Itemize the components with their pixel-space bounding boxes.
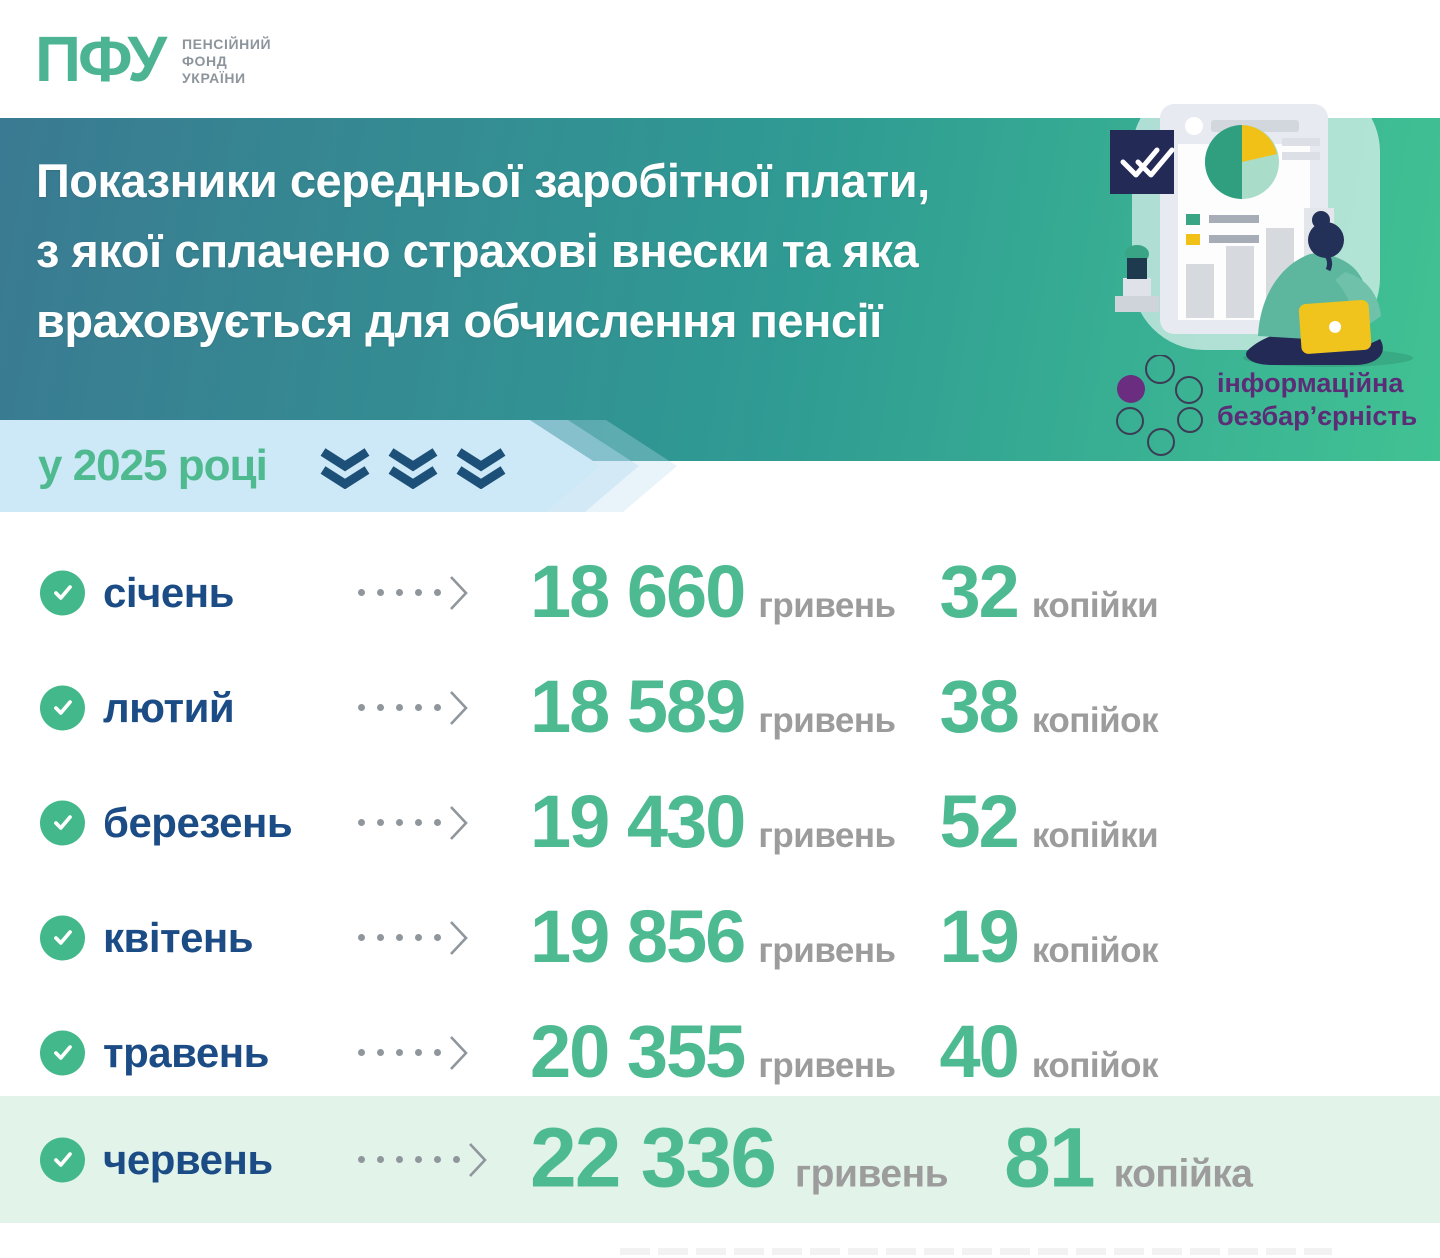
kop-unit: копійки: [1031, 585, 1159, 625]
salary-row: січень 18 660 гривень 32 копійки: [0, 535, 1440, 650]
badge-line-1: інформаційна: [1217, 368, 1404, 398]
month-label: квітень: [103, 913, 254, 961]
uah-value: 19 430: [530, 779, 746, 863]
salary-row: червень 22 336 гривень 81 копійка: [0, 1096, 1440, 1223]
dotted-arrow-icon: [358, 574, 469, 612]
kop-unit: копійка: [1113, 1152, 1253, 1196]
salary-values: 18 660 гривень 32 копійки: [530, 548, 1159, 633]
accessibility-badge: інформаційна безбар’єрність: [1105, 355, 1417, 457]
dotted-arrow-icon: [358, 804, 469, 842]
month-label: лютий: [103, 683, 235, 731]
banner-chevrons: [319, 447, 507, 489]
badge-line-2: безбар’єрність: [1217, 401, 1418, 431]
year-banner: у 2025 році: [0, 420, 700, 512]
year-banner-label: у 2025 році: [38, 441, 268, 490]
salary-row: квітень 19 856 гривень 19 копійок: [0, 880, 1440, 995]
check-circle-icon: [40, 915, 85, 960]
month-label: січень: [103, 568, 234, 616]
org-line-2: ФОНД: [182, 53, 228, 69]
check-circle-icon: [40, 800, 85, 845]
dotted-arrow-icon: [358, 689, 469, 727]
uah-unit: гривень: [758, 1045, 896, 1085]
kop-unit: копійок: [1031, 700, 1159, 740]
kop-value: 81: [1004, 1110, 1095, 1205]
salary-row: лютий 18 589 гривень 38 копійок: [0, 650, 1440, 765]
uah-value: 18 589: [530, 664, 746, 748]
uah-unit: гривень: [758, 585, 896, 625]
kop-value: 40: [939, 1009, 1020, 1093]
pfu-logo-acronym: ПФУ: [35, 23, 167, 95]
org-line-1: ПЕНСІЙНИЙ: [182, 36, 272, 52]
title-line-2: з якої сплачено страхові внески та яка: [36, 224, 919, 277]
kop-value: 52: [939, 779, 1020, 863]
check-circle-icon: [40, 1137, 85, 1182]
dotted-arrow-icon: [358, 919, 469, 957]
kop-unit: копійок: [1031, 930, 1159, 970]
page-title: Показники середньої заробітної плати, з …: [36, 146, 930, 356]
uah-unit: гривень: [758, 930, 896, 970]
salary-row: березень 19 430 гривень 52 копійки: [0, 765, 1440, 880]
uah-value: 18 660: [530, 549, 746, 633]
banner-arrow-layer-1: [0, 420, 601, 512]
dotted-arrow-icon: [358, 1141, 488, 1179]
salary-values: 18 589 гривень 38 копійок: [530, 663, 1159, 748]
org-line-3: УКРАЇНИ: [182, 70, 246, 86]
salary-values: 19 430 гривень 52 копійки: [530, 778, 1159, 863]
dotted-arrow-icon: [358, 1034, 469, 1072]
month-label: червень: [103, 1135, 273, 1183]
salary-row: травень 20 355 гривень 40 копійок: [0, 995, 1440, 1110]
pfu-logo-org-name: ПЕНСІЙНИЙ ФОНД УКРАЇНИ: [182, 36, 271, 87]
month-label: березень: [103, 798, 293, 846]
analytics-illustration: [1090, 58, 1440, 393]
title-line-3: враховується для обчислення пенсії: [36, 294, 882, 347]
title-line-1: Показники середньої заробітної плати,: [36, 154, 930, 207]
accessibility-circles-icon: [1116, 355, 1203, 456]
salary-values: 22 336 гривень 81 копійка: [530, 1109, 1253, 1206]
pfu-logo: ПФУ ПЕНСІЙНИЙ ФОНД УКРАЇНИ: [35, 23, 271, 95]
double-chevron-down-icon: [388, 448, 438, 489]
footer-dashes: [620, 1248, 1332, 1255]
uah-unit: гривень: [794, 1152, 949, 1196]
uah-unit: гривень: [758, 700, 896, 740]
kop-unit: копійок: [1031, 1045, 1159, 1085]
salary-values: 19 856 гривень 19 копійок: [530, 893, 1159, 978]
kop-value: 38: [939, 664, 1020, 748]
salary-values: 20 355 гривень 40 копійок: [530, 1008, 1159, 1093]
uah-value: 22 336: [530, 1110, 777, 1205]
uah-value: 20 355: [530, 1009, 746, 1093]
uah-value: 19 856: [530, 894, 746, 978]
kop-value: 32: [939, 549, 1020, 633]
check-circle-icon: [40, 1030, 85, 1075]
double-chevron-down-icon: [456, 448, 506, 489]
kop-value: 19: [939, 894, 1020, 978]
month-label: травень: [103, 1028, 269, 1076]
double-chevron-down-icon: [320, 448, 370, 489]
check-circle-icon: [40, 570, 85, 615]
accessibility-badge-text: інформаційна безбар’єрність: [1217, 367, 1417, 433]
uah-unit: гривень: [758, 815, 896, 855]
check-circle-icon: [40, 685, 85, 730]
kop-unit: копійки: [1031, 815, 1159, 855]
